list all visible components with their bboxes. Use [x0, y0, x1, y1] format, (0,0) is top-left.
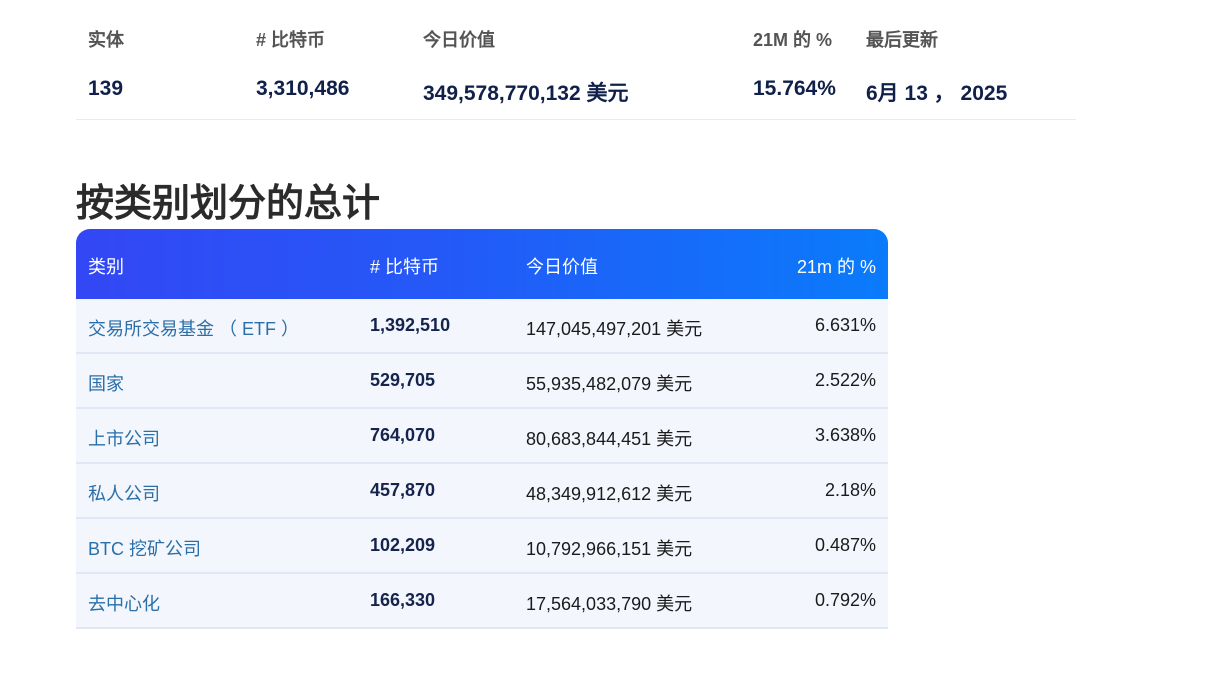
section-title: 按类别划分的总计 — [76, 183, 381, 225]
column-header-pct-21m[interactable]: 21m 的 % — [796, 257, 876, 277]
table-row: 私人公司 457,870 48,349,912,612 美元 2.18% — [76, 464, 888, 519]
row-pct-21m: 3.638% — [814, 425, 876, 445]
summary-header-last-updated: 最后更新 — [866, 30, 938, 50]
category-link[interactable]: 国家 — [88, 374, 124, 394]
summary-header-pct-21m: 21M 的 % — [753, 30, 833, 50]
row-value-today: 48,349,912,612 美元 — [526, 484, 693, 504]
summary-header-btc: # 比特币 — [256, 30, 326, 50]
summary-header-value-today: 今日价值 — [423, 30, 495, 50]
row-pct-21m: 6.631% — [814, 315, 876, 335]
row-btc: 764,070 — [370, 425, 436, 445]
row-btc: 166,330 — [370, 590, 436, 610]
table-row: BTC 挖矿公司 102,209 10,792,966,151 美元 0.487… — [76, 519, 888, 574]
column-header-category[interactable]: 类别 — [88, 257, 124, 277]
category-link[interactable]: 交易所交易基金 （ ETF ） — [88, 319, 299, 339]
row-btc: 102,209 — [370, 535, 436, 555]
summary-value-today: 349,578,770,132 美元 — [423, 82, 629, 105]
row-value-today: 55,935,482,079 美元 — [526, 374, 693, 394]
category-link[interactable]: 去中心化 — [88, 594, 160, 614]
category-table: 类别 # 比特币 今日价值 21m 的 % 交易所交易基金 （ ETF ） 1,… — [76, 229, 888, 629]
category-table-header: 类别 # 比特币 今日价值 21m 的 % — [76, 229, 888, 299]
category-link[interactable]: 上市公司 — [88, 429, 160, 449]
category-link[interactable]: BTC 挖矿公司 — [88, 539, 202, 559]
row-pct-21m: 0.792% — [814, 590, 876, 610]
row-pct-21m: 0.487% — [814, 535, 876, 555]
summary-pct-21m: 15.764% — [753, 77, 836, 100]
column-header-btc[interactable]: # 比特币 — [370, 257, 440, 277]
summary-header-entities: 实体 — [88, 30, 124, 50]
row-value-today: 17,564,033,790 美元 — [526, 594, 693, 614]
row-pct-21m: 2.18% — [824, 480, 876, 500]
column-header-value-today[interactable]: 今日价值 — [526, 257, 598, 277]
row-value-today: 147,045,497,201 美元 — [526, 319, 703, 339]
summary-table: 实体 # 比特币 今日价值 21M 的 % 最后更新 139 3,310,486… — [76, 0, 1076, 120]
table-row: 国家 529,705 55,935,482,079 美元 2.522% — [76, 354, 888, 409]
row-btc: 1,392,510 — [370, 315, 451, 335]
summary-last-updated: 6月 13 ， 2025 — [866, 82, 1008, 105]
row-pct-21m: 2.522% — [814, 370, 876, 390]
row-value-today: 80,683,844,451 美元 — [526, 429, 693, 449]
row-btc: 457,870 — [370, 480, 436, 500]
summary-entities-count: 139 — [88, 77, 124, 100]
table-row: 上市公司 764,070 80,683,844,451 美元 3.638% — [76, 409, 888, 464]
summary-btc-total: 3,310,486 — [256, 77, 350, 100]
row-value-today: 10,792,966,151 美元 — [526, 539, 693, 559]
table-row: 去中心化 166,330 17,564,033,790 美元 0.792% — [76, 574, 888, 629]
table-row: 交易所交易基金 （ ETF ） 1,392,510 147,045,497,20… — [76, 299, 888, 354]
category-link[interactable]: 私人公司 — [88, 484, 160, 504]
row-btc: 529,705 — [370, 370, 436, 390]
